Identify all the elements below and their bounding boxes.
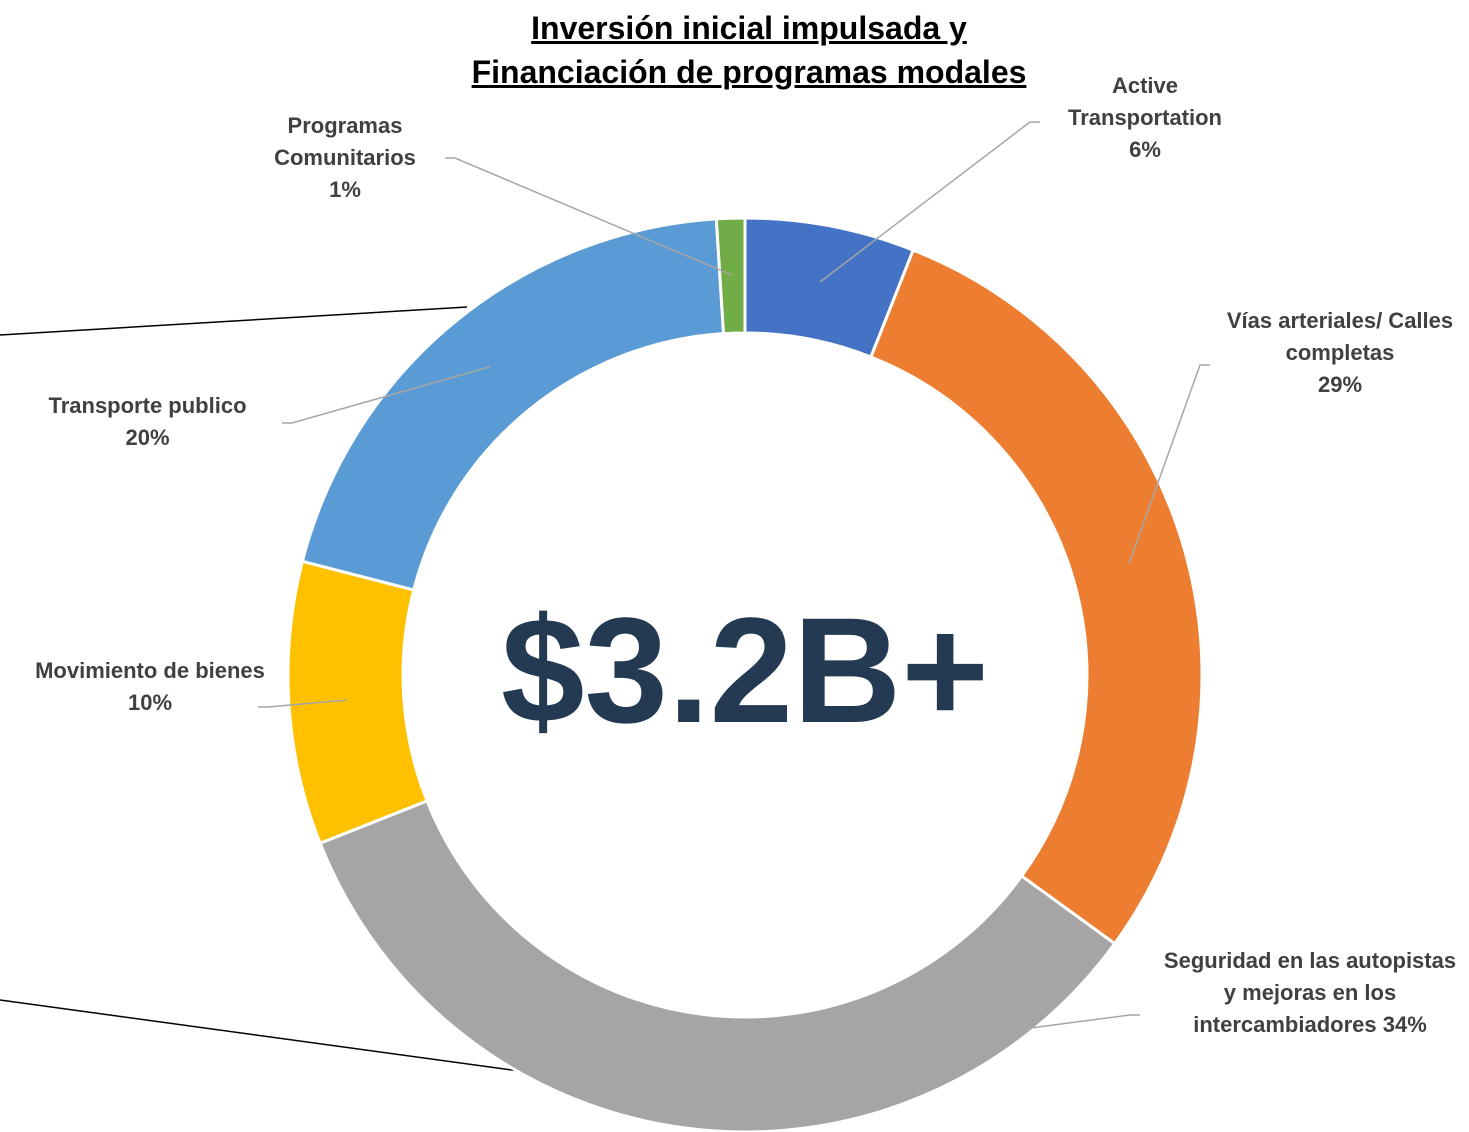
leader-line	[282, 366, 491, 424]
chart-title: Inversión inicial impulsada y Financiaci…	[471, 10, 1027, 90]
value-label: 6%	[1129, 137, 1161, 162]
data-label: Transporte publico 20%	[10, 390, 285, 454]
center-label: $3.2B+	[501, 586, 989, 754]
data-label: Movimiento de bienes 10%	[30, 655, 270, 719]
connector-line	[0, 999, 586, 1081]
donut-segment	[868, 248, 1204, 946]
data-label: Active Transportation 6%	[1045, 70, 1245, 166]
connector-line	[0, 306, 468, 336]
leader-line	[694, 1014, 1140, 1073]
category-label: Vías arteriales/ Calles completas	[1226, 308, 1454, 365]
category-label: Programas Comunitarios	[274, 113, 416, 170]
leader-line	[445, 157, 733, 276]
category-label: Seguridad en las autopistas y mejoras en…	[1163, 948, 1457, 1037]
donut-segment	[286, 559, 429, 846]
value-label: 1%	[329, 177, 361, 202]
value-label: 20%	[125, 425, 170, 450]
category-label: Active Transportation	[1067, 73, 1222, 130]
value-label: 34%	[1382, 1012, 1427, 1037]
category-label: Movimiento de bienes	[35, 658, 265, 683]
leader-line	[819, 121, 1040, 283]
leader-line	[1128, 364, 1210, 564]
category-label: Transporte publico	[48, 393, 247, 418]
data-label: Vías arteriales/ Calles completas 29%	[1215, 305, 1465, 401]
value-label: 10%	[127, 690, 173, 715]
donut-segment	[714, 216, 747, 336]
value-label: 29%	[1317, 372, 1363, 397]
data-label: Programas Comunitarios 1%	[245, 110, 445, 206]
data-label: Seguridad en las autopistas y mejoras en…	[1160, 945, 1460, 1041]
donut-segment	[318, 798, 1117, 1132]
leader-line	[258, 699, 346, 708]
donut-segment	[300, 217, 726, 592]
